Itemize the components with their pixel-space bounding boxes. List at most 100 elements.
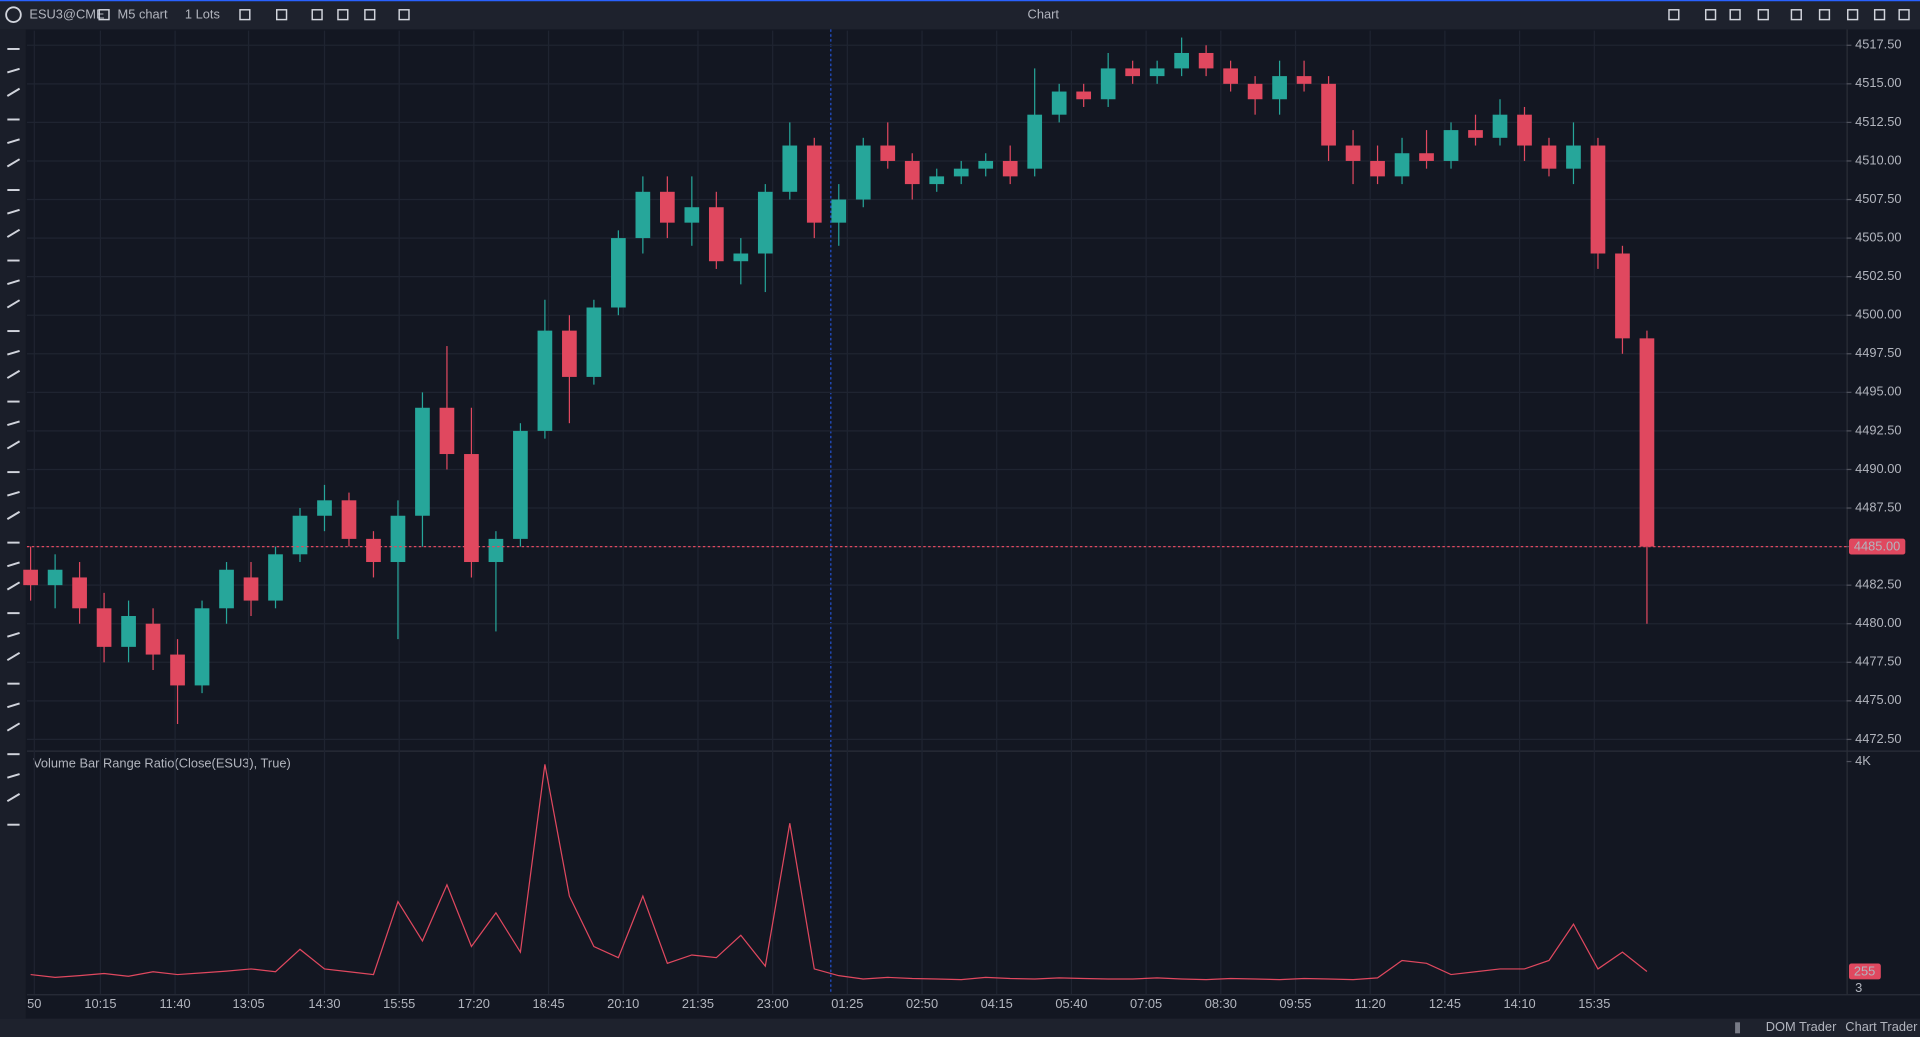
candle-body xyxy=(23,569,38,586)
candle-body xyxy=(733,253,749,262)
candle-body xyxy=(1125,68,1140,77)
window-button[interactable] xyxy=(1790,9,1802,21)
left-toolbar xyxy=(0,29,26,1019)
window-icon[interactable] xyxy=(398,9,410,21)
window-title: Chart xyxy=(1028,7,1060,22)
candle-body xyxy=(1639,338,1655,547)
y-tick-label: 4495.00 xyxy=(1855,384,1901,399)
candle-body xyxy=(1296,76,1312,84)
window-button[interactable] xyxy=(1847,9,1859,21)
drawing-tool[interactable] xyxy=(7,279,20,285)
drawing-tool[interactable] xyxy=(6,369,21,379)
x-tick-label: 01:25 xyxy=(831,996,863,1011)
last-price-label: 4485.00 xyxy=(1854,539,1900,554)
candle-body xyxy=(439,407,455,455)
drawing-tool[interactable] xyxy=(7,138,20,144)
candle-body xyxy=(978,160,994,169)
layout-icon[interactable] xyxy=(239,9,251,21)
drawing-tool[interactable] xyxy=(6,299,21,309)
candle-body xyxy=(341,500,357,539)
x-tick-label: 07:05 xyxy=(1130,996,1162,1011)
drawing-tool[interactable] xyxy=(6,581,21,591)
window-button[interactable] xyxy=(1704,9,1717,21)
y-tick-label: 4497.50 xyxy=(1855,345,1901,360)
x-tick-label: 11:20 xyxy=(1355,996,1386,1011)
y-tick-label: 4502.50 xyxy=(1855,268,1901,283)
symbol[interactable]: ESU3@CME xyxy=(29,7,105,22)
drawing-tool[interactable] xyxy=(7,702,20,709)
x-tick-label: 09:55 xyxy=(1279,996,1311,1011)
drawing-tool[interactable] xyxy=(7,561,20,568)
drawing-tool[interactable] xyxy=(7,67,20,74)
drawing-tool[interactable] xyxy=(6,158,21,168)
candle-body xyxy=(1345,145,1361,161)
window-button[interactable] xyxy=(1898,9,1910,21)
candle-body xyxy=(415,407,430,516)
candle-body xyxy=(684,207,700,223)
drawing-tool[interactable] xyxy=(6,440,21,450)
candle-body xyxy=(708,207,724,262)
candle-body xyxy=(1615,253,1630,339)
y-tick-label: 4487.50 xyxy=(1855,499,1901,514)
timeframe[interactable]: M5 chart xyxy=(118,7,168,22)
candle-body xyxy=(1517,114,1532,146)
drawing-tool[interactable] xyxy=(7,420,20,427)
add-icon[interactable] xyxy=(364,9,376,21)
candle-body xyxy=(72,577,87,609)
y-tick-label: 4480.00 xyxy=(1855,615,1901,630)
logo[interactable] xyxy=(5,6,22,23)
x-tick-label: 15:35 xyxy=(1578,996,1610,1011)
y-tick-label: 4515.00 xyxy=(1855,75,1901,90)
window-button[interactable] xyxy=(1668,9,1680,21)
scroll-handle[interactable] xyxy=(1735,1022,1740,1034)
drawing-tool[interactable] xyxy=(6,228,21,238)
candle-body xyxy=(513,430,528,539)
candle-body xyxy=(317,500,332,516)
y-tick-label: 4492.50 xyxy=(1855,422,1901,437)
y-tick-label: 4517.50 xyxy=(1855,37,1901,52)
x-tick-label: 11:40 xyxy=(160,996,191,1011)
candle-body xyxy=(1321,83,1336,146)
candle-body xyxy=(831,199,847,223)
zoom-icon[interactable] xyxy=(311,9,323,21)
drawing-tool[interactable] xyxy=(6,722,21,732)
quantity[interactable]: 1 Lots xyxy=(185,7,220,22)
chart-trader-tab[interactable]: Chart Trader xyxy=(1845,1019,1918,1034)
drawing-tool[interactable] xyxy=(6,510,21,520)
x-tick-label: 17:20 xyxy=(458,996,490,1011)
drawing-tool[interactable] xyxy=(7,208,20,215)
candle-body xyxy=(390,515,406,563)
drawing-tool[interactable] xyxy=(7,773,20,779)
drawing-tool[interactable] xyxy=(6,651,21,661)
candle-body xyxy=(488,538,504,563)
search-icon[interactable] xyxy=(98,9,110,21)
candle-body xyxy=(1419,153,1434,161)
candle-body xyxy=(1198,52,1214,69)
dom-trader-tab[interactable]: DOM Trader xyxy=(1766,1019,1837,1034)
draw-icon[interactable] xyxy=(276,9,288,21)
candle-body xyxy=(537,330,553,431)
x-tick-label: 04:15 xyxy=(981,996,1013,1011)
x-tick-label: 14:10 xyxy=(1504,996,1536,1011)
drawing-tool[interactable] xyxy=(7,632,20,638)
window-button[interactable] xyxy=(1757,9,1769,21)
candle-body xyxy=(660,191,675,223)
drawing-tool[interactable] xyxy=(7,490,20,497)
window-button[interactable] xyxy=(1729,9,1741,21)
drawing-tool[interactable] xyxy=(6,87,21,97)
candle-body xyxy=(855,145,871,200)
y-tick-label: 4512.50 xyxy=(1855,114,1901,129)
indicator-title: Volume Bar Range Ratio(Close(ESU3), True… xyxy=(33,755,291,770)
candle-body xyxy=(96,608,112,647)
window-button[interactable] xyxy=(1818,9,1831,21)
drawing-tool[interactable] xyxy=(7,349,20,356)
candle-body xyxy=(1541,145,1557,169)
top-bar xyxy=(0,0,1920,30)
indicator-icon[interactable] xyxy=(337,9,349,21)
y-tick-label: 4482.50 xyxy=(1855,577,1901,592)
drawing-tool[interactable] xyxy=(6,793,21,803)
y-tick-label: 4500.00 xyxy=(1855,307,1901,322)
candle-body xyxy=(880,145,896,161)
window-button[interactable] xyxy=(1873,9,1886,21)
